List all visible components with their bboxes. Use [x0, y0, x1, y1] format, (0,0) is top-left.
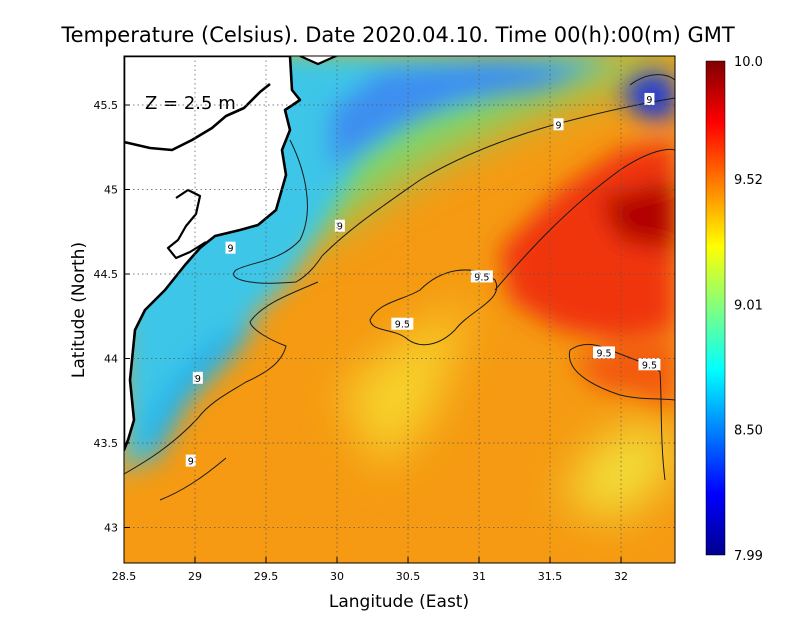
contour-label: 9.5: [638, 358, 661, 371]
x-tick-label: 30: [330, 570, 344, 583]
contour-label: 9: [553, 118, 564, 131]
x-tick-label: 28.5: [112, 570, 137, 583]
spit-north: [299, 56, 337, 66]
colorbar-tick-label: 10.0: [734, 55, 763, 70]
delta-border: [124, 82, 271, 152]
y-tick-label: 45.5: [94, 99, 119, 112]
x-tick-label: 30.5: [396, 570, 421, 583]
plot-frame: [123, 55, 676, 564]
contour-label-bg: [334, 219, 345, 232]
colorbar-tick-label: 8.50: [734, 424, 763, 439]
contour-label: 9.5: [470, 270, 493, 283]
lagoon-outline: [166, 188, 207, 260]
colorbar-tick-label: 7.99: [734, 549, 763, 564]
contour-label: 9: [225, 241, 236, 255]
field-yellow-patch-se: [560, 420, 675, 520]
y-tick-label: 44.5: [94, 268, 119, 281]
contour-label-bg: [592, 346, 615, 359]
colorbar-tick-label: 9.01: [734, 298, 763, 313]
contour-label-bg: [470, 270, 493, 283]
contour-label: 9: [644, 92, 655, 106]
contour-label: 9.5: [592, 346, 615, 359]
field-red-core: [500, 140, 675, 340]
contour-label-text: 9.5: [474, 272, 489, 283]
contour-label-bg: [553, 118, 564, 131]
y-tick-label: 44: [104, 353, 118, 366]
contour-label-bg: [192, 371, 203, 384]
x-tick-label: 31: [472, 570, 486, 583]
grid-layer: [124, 56, 675, 563]
contour-label-bg: [638, 358, 661, 371]
y-tick-label: 45: [104, 184, 118, 197]
colorbar-ticks: 10.0 9.52 9.01 8.50 7.99: [734, 55, 763, 564]
field-blue-north: [330, 60, 590, 170]
contour-label-text: 9: [195, 374, 201, 385]
contour-label-text: 9: [227, 244, 233, 255]
y-axis-title: Latitude (North): [69, 242, 89, 378]
x-tick-label: 32: [614, 570, 628, 583]
x-tick-label: 29: [188, 570, 202, 583]
contour-label-text: 9.5: [642, 360, 657, 371]
field-blue-west: [140, 320, 260, 470]
contour-label: 9.5: [391, 317, 414, 331]
contour-label-bg: [225, 241, 236, 254]
contour-label-text: 9: [646, 95, 652, 106]
colorbar-tick-label: 9.52: [734, 173, 763, 188]
contour-label-text: 9.5: [395, 320, 410, 331]
contour-label: 9: [334, 219, 345, 233]
tick-layer: 28.5 29 29.5 30 30.5 31 31.5 32 43 43.5 44 44.5 45 45…: [94, 99, 629, 583]
x-tick-label: 29.5: [254, 570, 279, 583]
contour-label-bg: [644, 92, 655, 105]
coastline: [124, 56, 302, 452]
contour-label: 9: [185, 454, 196, 468]
x-tick-label: 31.5: [538, 570, 563, 583]
land-mass: [124, 56, 337, 452]
y-tick-label: 43: [104, 522, 118, 535]
contour-label-text: 9.5: [596, 348, 611, 359]
temperature-field: [124, 56, 675, 563]
contour-label-bg: [185, 454, 196, 467]
contour-label: 9: [192, 371, 203, 385]
depth-label: Z = 2.5 m: [145, 93, 236, 114]
chart-title: Temperature (Celsius). Date 2020.04.10. …: [60, 23, 735, 47]
contour-label-text: 9: [188, 457, 194, 468]
contour-label-layer: 9 9 9 9 9 9 9.5 9.5 9.5 9.5: [185, 92, 661, 468]
y-tick-label: 43.5: [94, 437, 119, 450]
contour-label-text: 9: [337, 222, 343, 233]
field-darkred-core: [600, 180, 675, 250]
contour-label-text: 9: [556, 120, 562, 131]
colorbar: [705, 60, 726, 556]
x-axis-title: Langitude (East): [329, 592, 469, 612]
